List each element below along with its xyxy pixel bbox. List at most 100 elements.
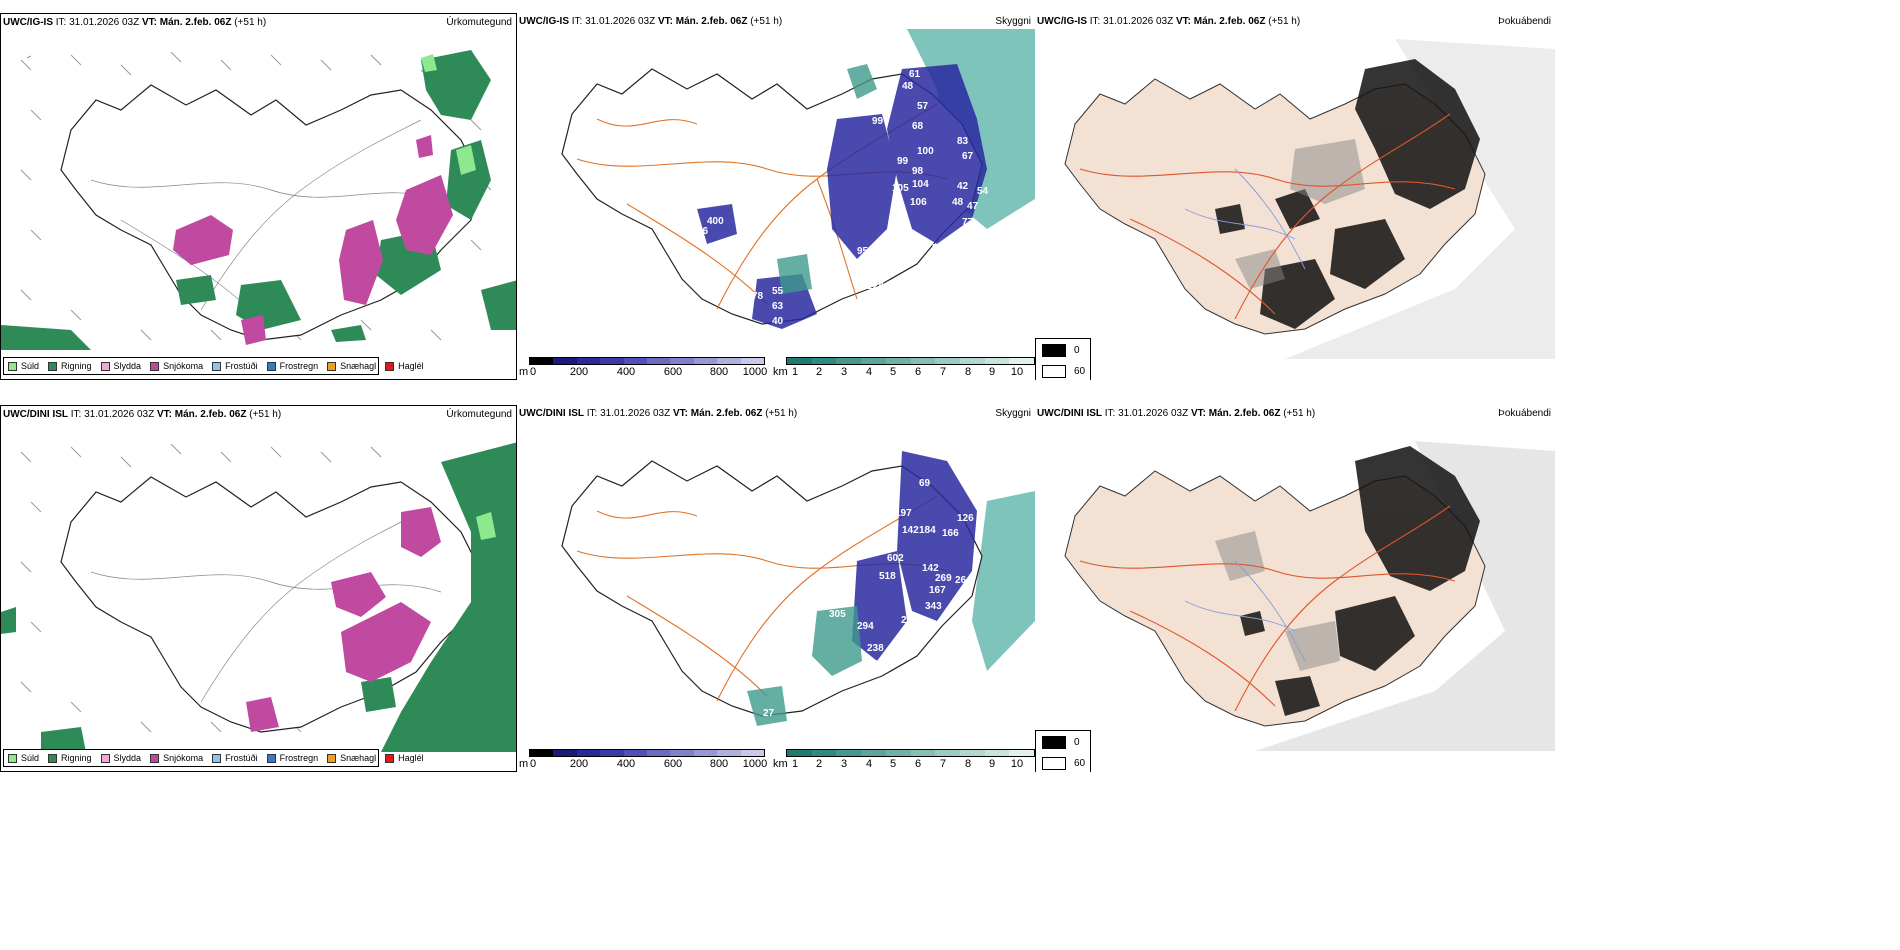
- visibility-km-colorbar: km 1 2 3 4 5 6 7 8 9 10: [773, 356, 1035, 378]
- legend-item: Snjókoma: [150, 753, 203, 763]
- legend-label: Snæhagl: [340, 361, 377, 371]
- sea-fog-haze: [1285, 39, 1555, 359]
- svg-text:83: 83: [957, 136, 969, 147]
- valid-time: Mán. 2.feb. 06Z: [174, 409, 247, 420]
- colorbar-tick: 9: [988, 758, 996, 770]
- init-time: 31.01.2026 03Z: [1103, 16, 1174, 27]
- colorbar-tick: 0: [529, 366, 537, 378]
- legend-item: Snjókoma: [150, 361, 203, 371]
- roads: [90, 511, 442, 703]
- svg-text:106: 106: [910, 197, 927, 208]
- svg-text:99: 99: [872, 116, 884, 127]
- visibility-m-colorbar: m 0 200 400 600 800 1000: [519, 356, 769, 378]
- panel-header: UWC/DINI ISL IT: 31.01.2026 03Z VT: Mán.…: [3, 409, 512, 423]
- svg-text:55: 55: [772, 286, 784, 297]
- svg-text:343: 343: [925, 601, 942, 612]
- svg-text:167: 167: [929, 585, 946, 596]
- panel-header: UWC/DINI ISL IT: 31.01.2026 03Z VT: Mán.…: [519, 408, 1031, 422]
- svg-text:40: 40: [772, 316, 784, 327]
- init-time: 31.01.2026 03Z: [84, 409, 155, 420]
- fog-legend-swatch: [1042, 365, 1066, 378]
- init-time: 31.01.2026 03Z: [600, 408, 671, 419]
- visibility-panel-top: UWC/IG-IS IT: 31.01.2026 03Z VT: Mán. 2.…: [517, 13, 1035, 380]
- legend-label: Rigning: [61, 361, 92, 371]
- svg-text:400: 400: [707, 216, 724, 227]
- panel-title: Þokuábendi: [1498, 408, 1551, 419]
- model-name: UWC/DINI ISL: [1037, 408, 1102, 419]
- fog-index-map: [1064, 39, 1555, 359]
- colorbar-tick: 10: [1010, 366, 1024, 378]
- drizzle-areas: [421, 54, 476, 175]
- model-name: UWC/IG-IS: [1037, 16, 1087, 27]
- visibility-values: 69 197 142 184 166 126 602 518 142 269 2…: [763, 478, 974, 719]
- valid-time: Mán. 2.feb. 06Z: [159, 17, 232, 28]
- colorbar-tick: 200: [569, 366, 589, 378]
- legend-swatch: [385, 753, 395, 763]
- colorbar-tick: 6: [914, 758, 922, 770]
- colorbar-tick: 2: [815, 366, 823, 378]
- lead-time: (+51 h): [750, 16, 783, 27]
- svg-text:264: 264: [955, 575, 972, 586]
- fog-grey-areas: [1215, 531, 1340, 671]
- snow-areas: [173, 135, 453, 345]
- precip-type-legend: Súld Rigning Slydda Snjókoma Frostúði Fr…: [3, 357, 424, 375]
- svg-text:77: 77: [962, 217, 974, 228]
- it-label: IT:: [70, 409, 82, 420]
- colorbar-tick: 1000: [742, 366, 768, 378]
- legend-item: Haglél: [385, 361, 424, 371]
- wind-barbs: [20, 443, 382, 733]
- svg-text:98: 98: [912, 166, 924, 177]
- fog-legend-label: 60: [1074, 758, 1086, 769]
- legend-item: Snæhagl: [327, 753, 376, 763]
- svg-text:54: 54: [932, 243, 944, 254]
- colorbar-tick: 4: [865, 366, 873, 378]
- svg-text:57: 57: [917, 101, 929, 112]
- teal-areas: [777, 64, 877, 294]
- colorbar-tick: 4: [865, 758, 873, 770]
- visibility-panel-bottom: UWC/DINI ISL IT: 31.01.2026 03Z VT: Mán.…: [517, 405, 1035, 772]
- svg-text:305: 305: [829, 609, 846, 620]
- legend-label: Snæhagl: [340, 753, 377, 763]
- valid-time: Mán. 2.feb. 06Z: [1193, 16, 1266, 27]
- fog-legend-swatch: [1042, 736, 1066, 749]
- fog-legend-row: 60: [1042, 365, 1085, 378]
- colorbar-tick: 400: [616, 366, 636, 378]
- svg-text:69: 69: [919, 478, 931, 489]
- rivers: [1184, 560, 1306, 662]
- sea-fog-haze: [1255, 441, 1555, 751]
- vt-label: VT:: [141, 17, 157, 28]
- drizzle-areas: [476, 512, 496, 540]
- it-label: IT:: [571, 16, 583, 27]
- legend-item: Slydda: [100, 753, 141, 763]
- low-visibility-areas: [697, 64, 987, 329]
- colorbar-unit: km: [773, 366, 788, 378]
- vt-label: VT:: [672, 408, 688, 419]
- legend-item: Súld: [8, 361, 39, 371]
- fog-index-legend: 0 60: [1035, 730, 1091, 772]
- legend-swatch: [327, 361, 337, 371]
- legend-item: Frostúði: [212, 753, 258, 763]
- panel-header: UWC/IG-IS IT: 31.01.2026 03Z VT: Mán. 2.…: [519, 16, 1031, 30]
- colorbar-tick: 0: [529, 758, 537, 770]
- snow-areas: [246, 507, 441, 732]
- legend-item: Rigning: [48, 361, 92, 371]
- valid-time: Mán. 2.feb. 06Z: [675, 16, 748, 27]
- svg-text:269: 269: [935, 573, 952, 584]
- it-label: IT:: [55, 17, 67, 28]
- legend-label: Frostúði: [225, 753, 258, 763]
- it-label: IT:: [1104, 408, 1116, 419]
- colorbar-tick: 7: [939, 758, 947, 770]
- visibility-km-colorbar: km 1 2 3 4 5 6 7 8 9 10: [773, 748, 1035, 770]
- legend-swatch: [266, 753, 276, 763]
- panel-title: Skyggni: [995, 16, 1031, 27]
- colorbar-tick: 7: [939, 366, 947, 378]
- colorbar-strip: [786, 749, 1035, 757]
- lead-time: (+51 h): [765, 408, 798, 419]
- legend-swatch: [100, 753, 110, 763]
- legend-swatch: [48, 753, 58, 763]
- legend-swatch: [385, 361, 395, 371]
- fog-legend-row: 0: [1042, 344, 1080, 357]
- init-time: 31.01.2026 03Z: [585, 16, 656, 27]
- svg-text:47: 47: [967, 201, 979, 212]
- svg-text:67: 67: [962, 151, 974, 162]
